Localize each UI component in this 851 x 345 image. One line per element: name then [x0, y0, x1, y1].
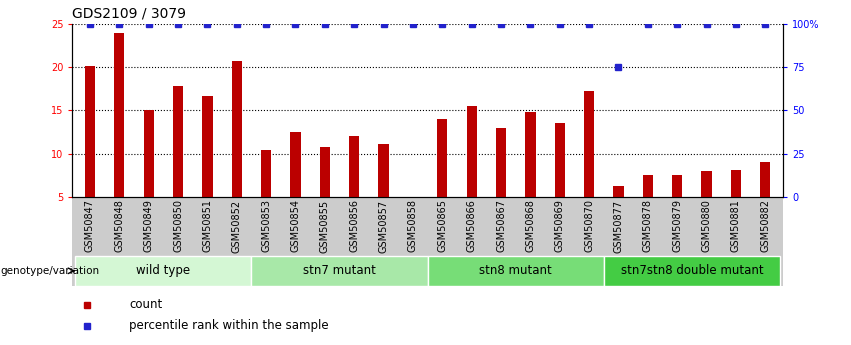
Bar	[496, 128, 506, 197]
Bar	[701, 171, 711, 197]
Bar	[672, 175, 683, 197]
Bar	[614, 186, 624, 197]
Bar	[144, 110, 154, 197]
Bar	[75, 256, 251, 286]
Bar	[85, 66, 95, 197]
Text: stn8 mutant: stn8 mutant	[479, 264, 552, 277]
Bar	[290, 132, 300, 197]
Bar	[437, 119, 448, 197]
Bar	[261, 150, 271, 197]
Bar	[525, 112, 535, 197]
Bar	[173, 86, 183, 197]
Text: wild type: wild type	[136, 264, 191, 277]
Bar	[320, 147, 330, 197]
Bar	[203, 96, 213, 197]
Text: stn7stn8 double mutant: stn7stn8 double mutant	[620, 264, 763, 277]
Bar	[349, 136, 359, 197]
Bar	[731, 170, 741, 197]
Bar	[466, 106, 477, 197]
Text: stn7 mutant: stn7 mutant	[303, 264, 376, 277]
Bar	[231, 61, 242, 197]
Text: GDS2109 / 3079: GDS2109 / 3079	[72, 6, 186, 20]
Text: count: count	[129, 298, 163, 311]
Bar	[584, 91, 594, 197]
Text: genotype/variation: genotype/variation	[1, 266, 100, 276]
Bar	[427, 256, 604, 286]
Bar	[379, 144, 389, 197]
Bar	[555, 124, 565, 197]
Bar	[114, 33, 124, 197]
Text: percentile rank within the sample: percentile rank within the sample	[129, 319, 328, 332]
Bar	[251, 256, 427, 286]
Bar	[643, 175, 653, 197]
Bar	[760, 162, 770, 197]
Bar	[604, 256, 780, 286]
